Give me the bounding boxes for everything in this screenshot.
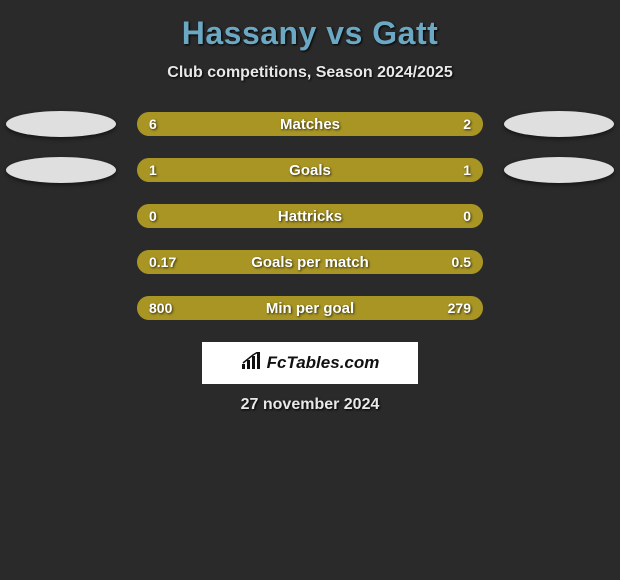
bar-label: Goals bbox=[137, 162, 483, 179]
bar-value-right: 1 bbox=[463, 162, 471, 178]
bar-label: Hattricks bbox=[137, 208, 483, 225]
comparison-bar: 800Min per goal279 bbox=[137, 296, 483, 320]
bar-value-right: 279 bbox=[448, 300, 471, 316]
comparison-bar: 6Matches2 bbox=[137, 112, 483, 136]
brand-badge: FcTables.com bbox=[202, 342, 418, 384]
comparison-bar: 0Hattricks0 bbox=[137, 204, 483, 228]
page-title: Hassany vs Gatt bbox=[0, 15, 620, 52]
stat-row: 800Min per goal279 bbox=[0, 296, 620, 320]
stat-row: 0.17Goals per match0.5 bbox=[0, 250, 620, 274]
player-oval-right bbox=[504, 157, 614, 183]
player-oval-right bbox=[504, 111, 614, 137]
bar-label: Matches bbox=[137, 116, 483, 133]
bar-value-right: 0.5 bbox=[452, 254, 471, 270]
stats-list: 6Matches2 1Goals1 0Hattricks0 0.17Goals per… bbox=[0, 112, 620, 320]
comparison-bar: 0.17Goals per match0.5 bbox=[137, 250, 483, 274]
subtitle: Club competitions, Season 2024/2025 bbox=[0, 64, 620, 82]
stat-row: 1Goals1 bbox=[0, 158, 620, 182]
bar-value-right: 0 bbox=[463, 208, 471, 224]
stat-row: 6Matches2 bbox=[0, 112, 620, 136]
player-oval-left bbox=[6, 111, 116, 137]
stat-row: 0Hattricks0 bbox=[0, 204, 620, 228]
bar-label: Goals per match bbox=[137, 254, 483, 271]
comparison-bar: 1Goals1 bbox=[137, 158, 483, 182]
brand-chart-icon bbox=[241, 352, 263, 375]
bar-label: Min per goal bbox=[137, 300, 483, 317]
brand-text: FcTables.com bbox=[267, 353, 380, 373]
date-caption: 27 november 2024 bbox=[0, 396, 620, 414]
bar-value-right: 2 bbox=[463, 116, 471, 132]
player-oval-left bbox=[6, 157, 116, 183]
comparison-infographic: Hassany vs Gatt Club competitions, Seaso… bbox=[0, 0, 620, 424]
